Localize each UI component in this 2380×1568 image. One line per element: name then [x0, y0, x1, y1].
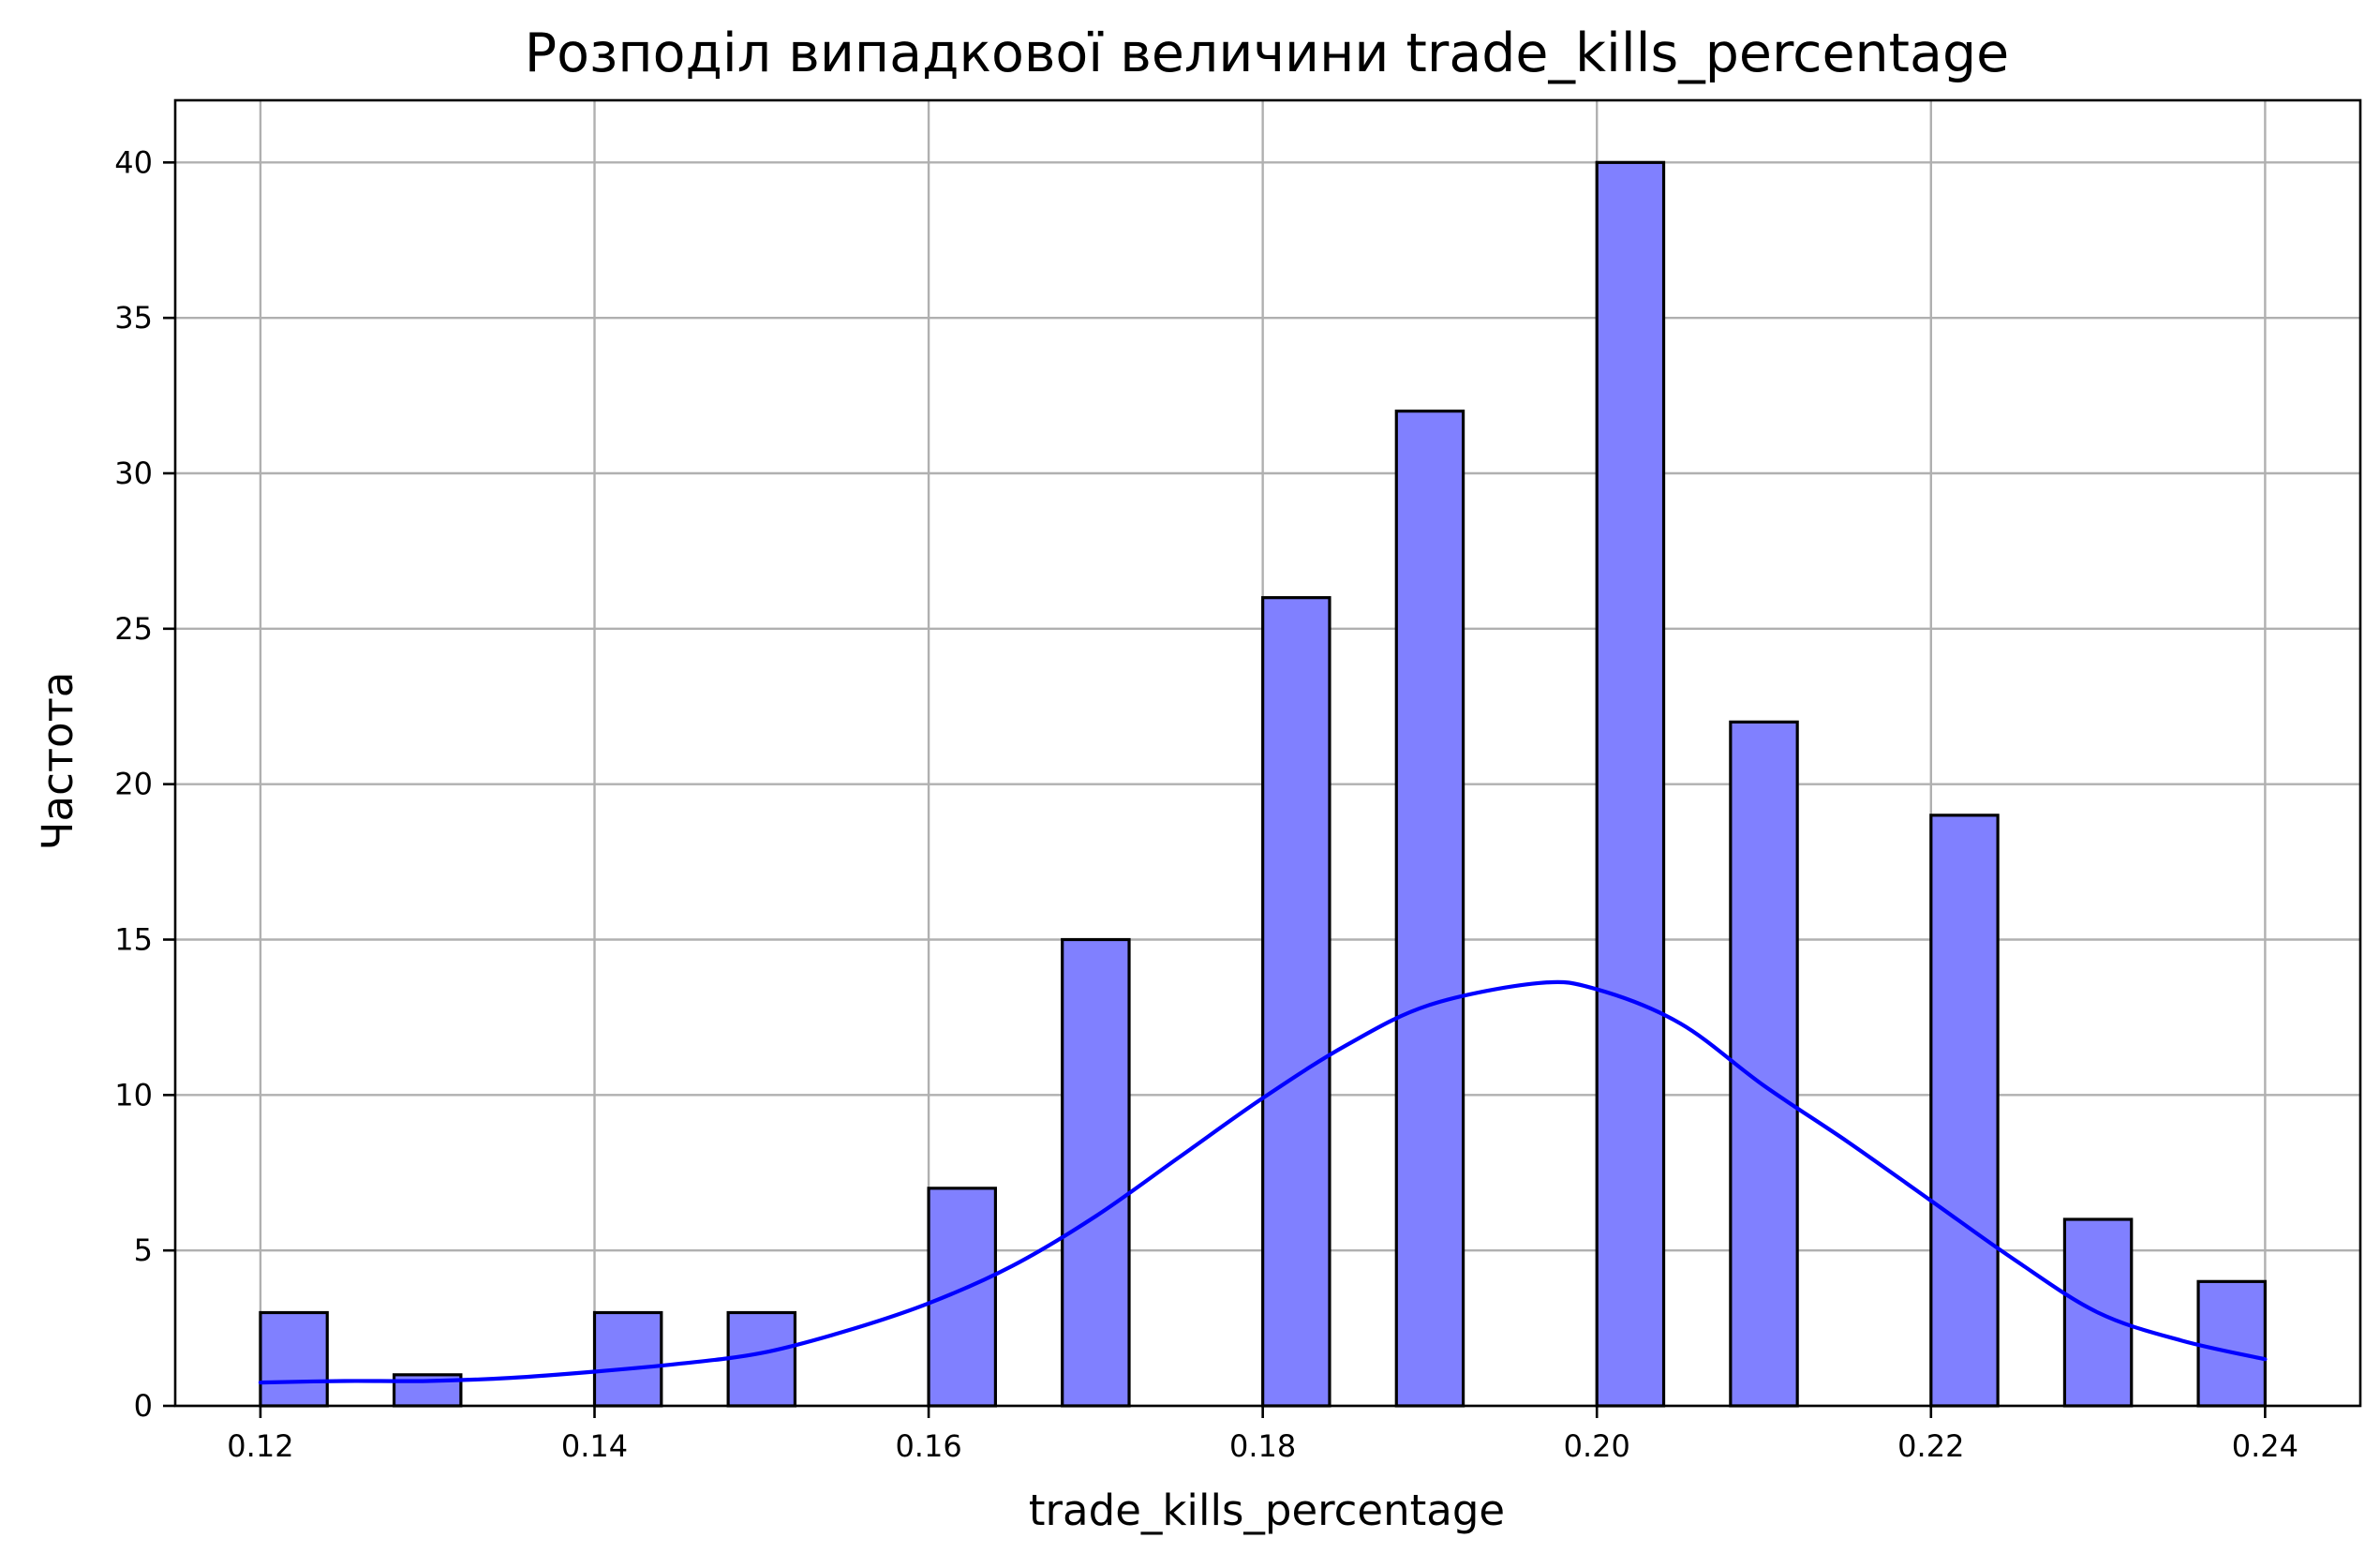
- histogram-bar: [1261, 596, 1331, 1408]
- histogram-bar: [1061, 937, 1131, 1408]
- x-tick-label: 0.18: [1229, 1428, 1296, 1464]
- kde-curve-group: [258, 979, 2268, 1385]
- x-axis-label: trade_kills_percentage: [1029, 1486, 1505, 1535]
- histogram-bar: [726, 1310, 797, 1408]
- histogram-bar: [592, 1310, 663, 1408]
- y-tick-label: 20: [114, 767, 153, 802]
- histogram-bar: [927, 1187, 997, 1408]
- x-tick-label: 0.16: [895, 1428, 961, 1464]
- histogram-bar: [1595, 160, 1666, 1408]
- plot-area-frame: [173, 98, 2362, 1408]
- x-tick-label: 0.12: [227, 1428, 293, 1464]
- y-tick-label: 35: [114, 300, 153, 336]
- x-tick-label: 0.22: [1897, 1428, 1964, 1464]
- x-tick-label: 0.24: [2232, 1428, 2298, 1464]
- kde-curve: [258, 979, 2268, 1385]
- y-tick-label: 10: [114, 1077, 153, 1113]
- y-tick-label: 40: [114, 144, 153, 180]
- x-tick-label: 0.14: [561, 1428, 628, 1464]
- y-axis-ticks: 0 5 10 15 20 25 30 35 40: [114, 144, 175, 1424]
- chart-title: Розподіл випадкової величини trade_kills…: [525, 22, 2009, 84]
- y-tick-label: 5: [134, 1232, 153, 1268]
- histogram-bar: [259, 1310, 329, 1408]
- histogram-bar: [2196, 1279, 2267, 1408]
- histogram-bar: [1729, 720, 1799, 1408]
- x-tick-label: 0.20: [1564, 1428, 1630, 1464]
- x-axis-ticks: 0.12 0.14 0.16 0.18 0.20 0.22 0.24: [227, 1406, 2298, 1464]
- y-tick-label: 30: [114, 455, 153, 491]
- histogram-bars: [259, 160, 2267, 1408]
- y-tick-label: 0: [134, 1388, 153, 1424]
- histogram-bar: [1394, 410, 1465, 1408]
- histogram-bar: [1929, 814, 2000, 1408]
- y-tick-label: 15: [114, 922, 153, 958]
- y-axis-label: Частота: [33, 672, 82, 851]
- y-tick-label: 25: [114, 611, 153, 647]
